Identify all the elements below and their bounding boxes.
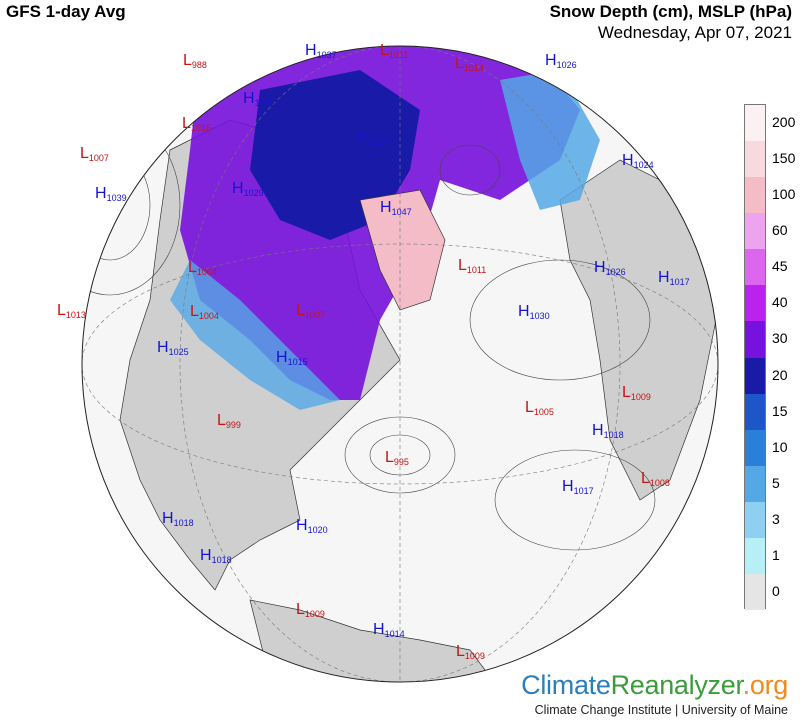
legend-swatch <box>745 249 765 286</box>
high-pressure-label: H1038 <box>243 90 275 108</box>
high-pressure-label: H1026 <box>594 259 626 277</box>
low-pressure-label: L1013 <box>57 302 86 320</box>
legend-swatch <box>745 465 765 503</box>
variable-title: Snow Depth (cm), MSLP (hPa) <box>549 2 792 21</box>
legend-label: 200 <box>772 114 796 131</box>
model-title: GFS 1-day Avg <box>6 2 126 21</box>
scandinavia-snow <box>500 70 600 210</box>
legend-swatch <box>745 141 765 178</box>
low-pressure-label: L1004 <box>190 303 219 321</box>
high-pressure-label: H1027 <box>358 129 390 147</box>
brand-logo[interactable]: ClimateReanalyzer.org <box>521 670 788 701</box>
legend-label: 5 <box>772 474 780 491</box>
date-label: Wednesday, Apr 07, 2021 <box>597 23 792 42</box>
brand-subtitle: Climate Change Institute | University of… <box>534 703 788 717</box>
high-pressure-label: H1039 <box>95 185 127 203</box>
snow-field-outer <box>170 260 340 410</box>
high-pressure-label: H1018 <box>162 510 194 528</box>
low-pressure-label: L1009 <box>622 384 651 402</box>
high-pressure-label: H1024 <box>622 152 654 170</box>
legend-label: 100 <box>772 186 796 203</box>
low-pressure-label: L1007 <box>296 302 325 320</box>
high-pressure-label: H1017 <box>658 269 690 287</box>
brand-part-reanalyzer: Reanalyzer <box>610 670 743 700</box>
legend-swatch <box>745 321 765 358</box>
legend-label: 1 <box>772 546 780 563</box>
low-pressure-label: L1007 <box>80 145 109 163</box>
low-pressure-label: L1014 <box>455 55 484 73</box>
legend-swatch <box>745 393 765 431</box>
legend-swatch <box>745 537 765 575</box>
high-pressure-label: H1025 <box>157 339 189 357</box>
legend-label: 0 <box>772 582 780 599</box>
legend-label: 45 <box>772 258 788 275</box>
legend-label: 20 <box>772 366 788 383</box>
high-pressure-label: H1014 <box>373 621 405 639</box>
low-pressure-label: L1009 <box>296 601 325 619</box>
legend-swatch <box>745 285 765 322</box>
high-pressure-label: H1018 <box>592 422 624 440</box>
globe-outline <box>81 45 719 683</box>
legend-swatch <box>745 573 765 611</box>
low-pressure-label: L995 <box>385 449 409 467</box>
legend-swatch <box>745 105 765 142</box>
high-pressure-label: H1026 <box>545 52 577 70</box>
legend-label: 150 <box>772 150 796 167</box>
brand-part-org: .org <box>742 670 789 700</box>
low-pressure-label: L1008 <box>641 470 670 488</box>
low-pressure-label: L1004 <box>188 259 217 277</box>
high-pressure-label: H1047 <box>380 199 412 217</box>
greenland-land <box>359 189 446 311</box>
legend-label: 10 <box>772 438 788 455</box>
legend-label: 60 <box>772 222 788 239</box>
low-pressure-label: L1011 <box>458 257 486 275</box>
low-pressure-label: L988 <box>183 52 207 70</box>
legend-swatch <box>745 501 765 539</box>
high-pressure-label: H1018 <box>200 547 232 565</box>
legend-label: 30 <box>772 330 788 347</box>
legend-label: 40 <box>772 294 788 311</box>
high-pressure-label: H1015 <box>276 349 308 367</box>
high-pressure-label: H1029 <box>232 180 264 198</box>
high-pressure-label: H1017 <box>562 478 594 496</box>
legend-swatch <box>745 429 765 467</box>
high-pressure-label: H1037 <box>305 42 337 60</box>
low-pressure-label: L1011 <box>380 42 408 60</box>
low-pressure-label: L999 <box>217 412 241 430</box>
legend-swatch <box>745 213 765 250</box>
brand-part-climate: Climate <box>521 670 611 700</box>
high-pressure-label: H1030 <box>518 303 550 321</box>
color-legend <box>744 104 766 611</box>
header-right: Snow Depth (cm), MSLP (hPa) Wednesday, A… <box>550 2 792 43</box>
low-pressure-label: L1009 <box>456 643 485 661</box>
low-pressure-label: L1005 <box>525 399 554 417</box>
low-pressure-label: L1016 <box>182 115 211 133</box>
high-pressure-label: H1020 <box>296 517 328 535</box>
legend-swatch <box>745 177 765 214</box>
legend-label: 3 <box>772 510 780 527</box>
legend-label: 15 <box>772 402 788 419</box>
graticule <box>82 46 718 682</box>
legend-swatch <box>745 357 765 395</box>
